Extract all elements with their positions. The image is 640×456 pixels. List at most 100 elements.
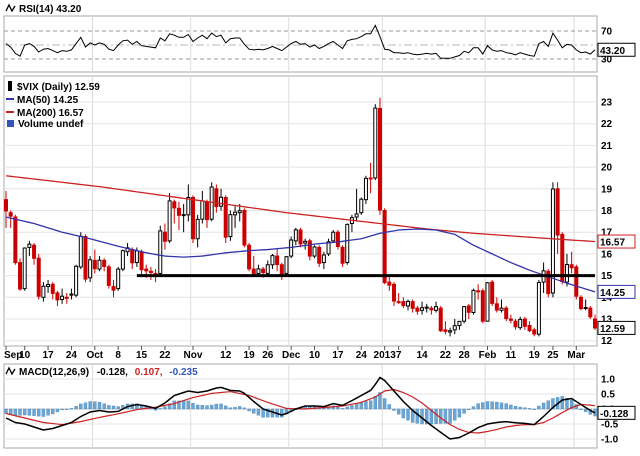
macd-line bbox=[5, 376, 596, 440]
macd-histogram-bar bbox=[13, 408, 18, 416]
macd-histogram-bar bbox=[378, 392, 382, 410]
candle-body bbox=[359, 198, 364, 214]
candle-body bbox=[176, 207, 181, 216]
macd-histogram-bar bbox=[345, 406, 349, 410]
macd-histogram-bar bbox=[181, 400, 186, 410]
candle-body bbox=[303, 240, 308, 244]
macd-histogram-bar bbox=[186, 400, 191, 410]
macd-label-name: MACD(12,26,9) bbox=[19, 367, 89, 378]
candle-body bbox=[50, 283, 55, 294]
candle-body bbox=[438, 307, 443, 332]
macd-histogram-bar bbox=[485, 401, 490, 410]
macd-histogram-bar bbox=[22, 408, 27, 416]
candle-body bbox=[476, 290, 481, 293]
macd-histogram-bar bbox=[200, 405, 205, 410]
macd-histogram-bar bbox=[462, 408, 466, 414]
macd-histogram-bar bbox=[280, 408, 284, 418]
candle-body bbox=[172, 201, 177, 209]
candle-body bbox=[373, 107, 378, 179]
macd-histogram-bar bbox=[410, 408, 415, 423]
candle-body bbox=[331, 231, 336, 242]
macd-histogram-bar bbox=[65, 408, 69, 410]
candle-body bbox=[158, 230, 163, 274]
price-axis-label: 23 bbox=[601, 98, 613, 109]
macd-histogram-bar bbox=[195, 404, 200, 410]
macd-histogram-bar bbox=[537, 405, 541, 410]
macd-histogram-bar bbox=[242, 407, 247, 410]
macd-value-hist: -0.235 bbox=[169, 367, 198, 378]
candle-body bbox=[41, 285, 46, 298]
x-axis-label: 7 bbox=[396, 350, 402, 361]
macd-histogram-bar bbox=[551, 398, 555, 410]
candle-body bbox=[532, 329, 537, 335]
candle-body bbox=[181, 214, 186, 217]
candle-body bbox=[22, 247, 27, 290]
macd-histogram-bar bbox=[238, 406, 242, 410]
candle-body bbox=[228, 214, 233, 238]
macd-histogram-bar bbox=[429, 408, 434, 425]
macd-histogram-bar bbox=[167, 403, 172, 410]
candle-body bbox=[335, 231, 340, 248]
candle-body bbox=[32, 244, 37, 259]
x-axis-label: 17 bbox=[332, 350, 344, 361]
candle-body bbox=[18, 262, 23, 290]
candle-body bbox=[195, 218, 200, 240]
macd-histogram-bar bbox=[79, 403, 83, 410]
macd-panel bbox=[4, 376, 597, 440]
macd-histogram-bar bbox=[266, 408, 270, 418]
candle-body bbox=[410, 301, 415, 309]
macd-histogram-bar bbox=[382, 398, 387, 410]
macd-histogram-bar bbox=[69, 408, 74, 410]
price-legend-ma200: MA(200) 16.57 bbox=[17, 108, 84, 119]
macd-histogram-bar bbox=[256, 408, 261, 416]
candle-body bbox=[167, 200, 172, 242]
x-axis-label: 19 bbox=[244, 350, 256, 361]
candle-body bbox=[106, 266, 111, 286]
macd-histogram-bar bbox=[51, 408, 55, 415]
value-box-label: 16.57 bbox=[600, 238, 625, 249]
macd-histogram-bar bbox=[509, 404, 513, 410]
x-axis-label: 2013 bbox=[374, 350, 397, 361]
macd-histogram-bar bbox=[401, 408, 406, 419]
candle-body bbox=[307, 240, 312, 257]
candle-body bbox=[406, 300, 411, 307]
macd-histogram-bar bbox=[448, 408, 452, 424]
macd-histogram-bar bbox=[541, 402, 546, 410]
macd-histogram-bar bbox=[88, 401, 92, 410]
candle-body bbox=[83, 236, 88, 280]
x-axis-label: Dec bbox=[282, 350, 301, 361]
x-axis-label: 10 bbox=[19, 350, 31, 361]
x-axis-label: 10 bbox=[309, 350, 321, 361]
macd-histogram-bar bbox=[107, 405, 111, 410]
macd-histogram-bar bbox=[336, 406, 340, 410]
candlestick-icon bbox=[8, 81, 12, 91]
candle-body bbox=[97, 259, 102, 270]
candle-body bbox=[279, 264, 284, 275]
value-box bbox=[597, 405, 636, 420]
macd-axis-label: 1.0 bbox=[601, 375, 615, 386]
candle-body bbox=[116, 268, 121, 290]
macd-histogram-bar bbox=[177, 400, 181, 410]
value-box-label: -0.128 bbox=[600, 409, 629, 420]
volume-icon bbox=[7, 120, 14, 127]
macd-histogram-bar bbox=[46, 408, 50, 416]
candle-body bbox=[466, 305, 471, 313]
candle-body bbox=[434, 306, 439, 311]
candle-body bbox=[102, 259, 107, 267]
candle-body bbox=[391, 283, 396, 302]
macd-histogram-bar bbox=[83, 402, 88, 410]
candle-body bbox=[448, 330, 453, 333]
candle-body bbox=[424, 306, 429, 309]
x-axis-label: Oct bbox=[86, 350, 103, 361]
x-axis-label: Nov bbox=[184, 350, 203, 361]
macd-histogram-bar bbox=[387, 404, 392, 410]
candle-body bbox=[415, 307, 420, 312]
x-axis-label: 22 bbox=[440, 350, 452, 361]
macd-histogram-bar bbox=[209, 404, 214, 410]
candle-body bbox=[36, 257, 41, 297]
candle-body bbox=[499, 307, 504, 311]
candle-body bbox=[139, 251, 144, 271]
macd-histogram-bar bbox=[205, 405, 209, 410]
macd-histogram-bar bbox=[499, 402, 504, 410]
macd-histogram-bar bbox=[495, 401, 499, 410]
